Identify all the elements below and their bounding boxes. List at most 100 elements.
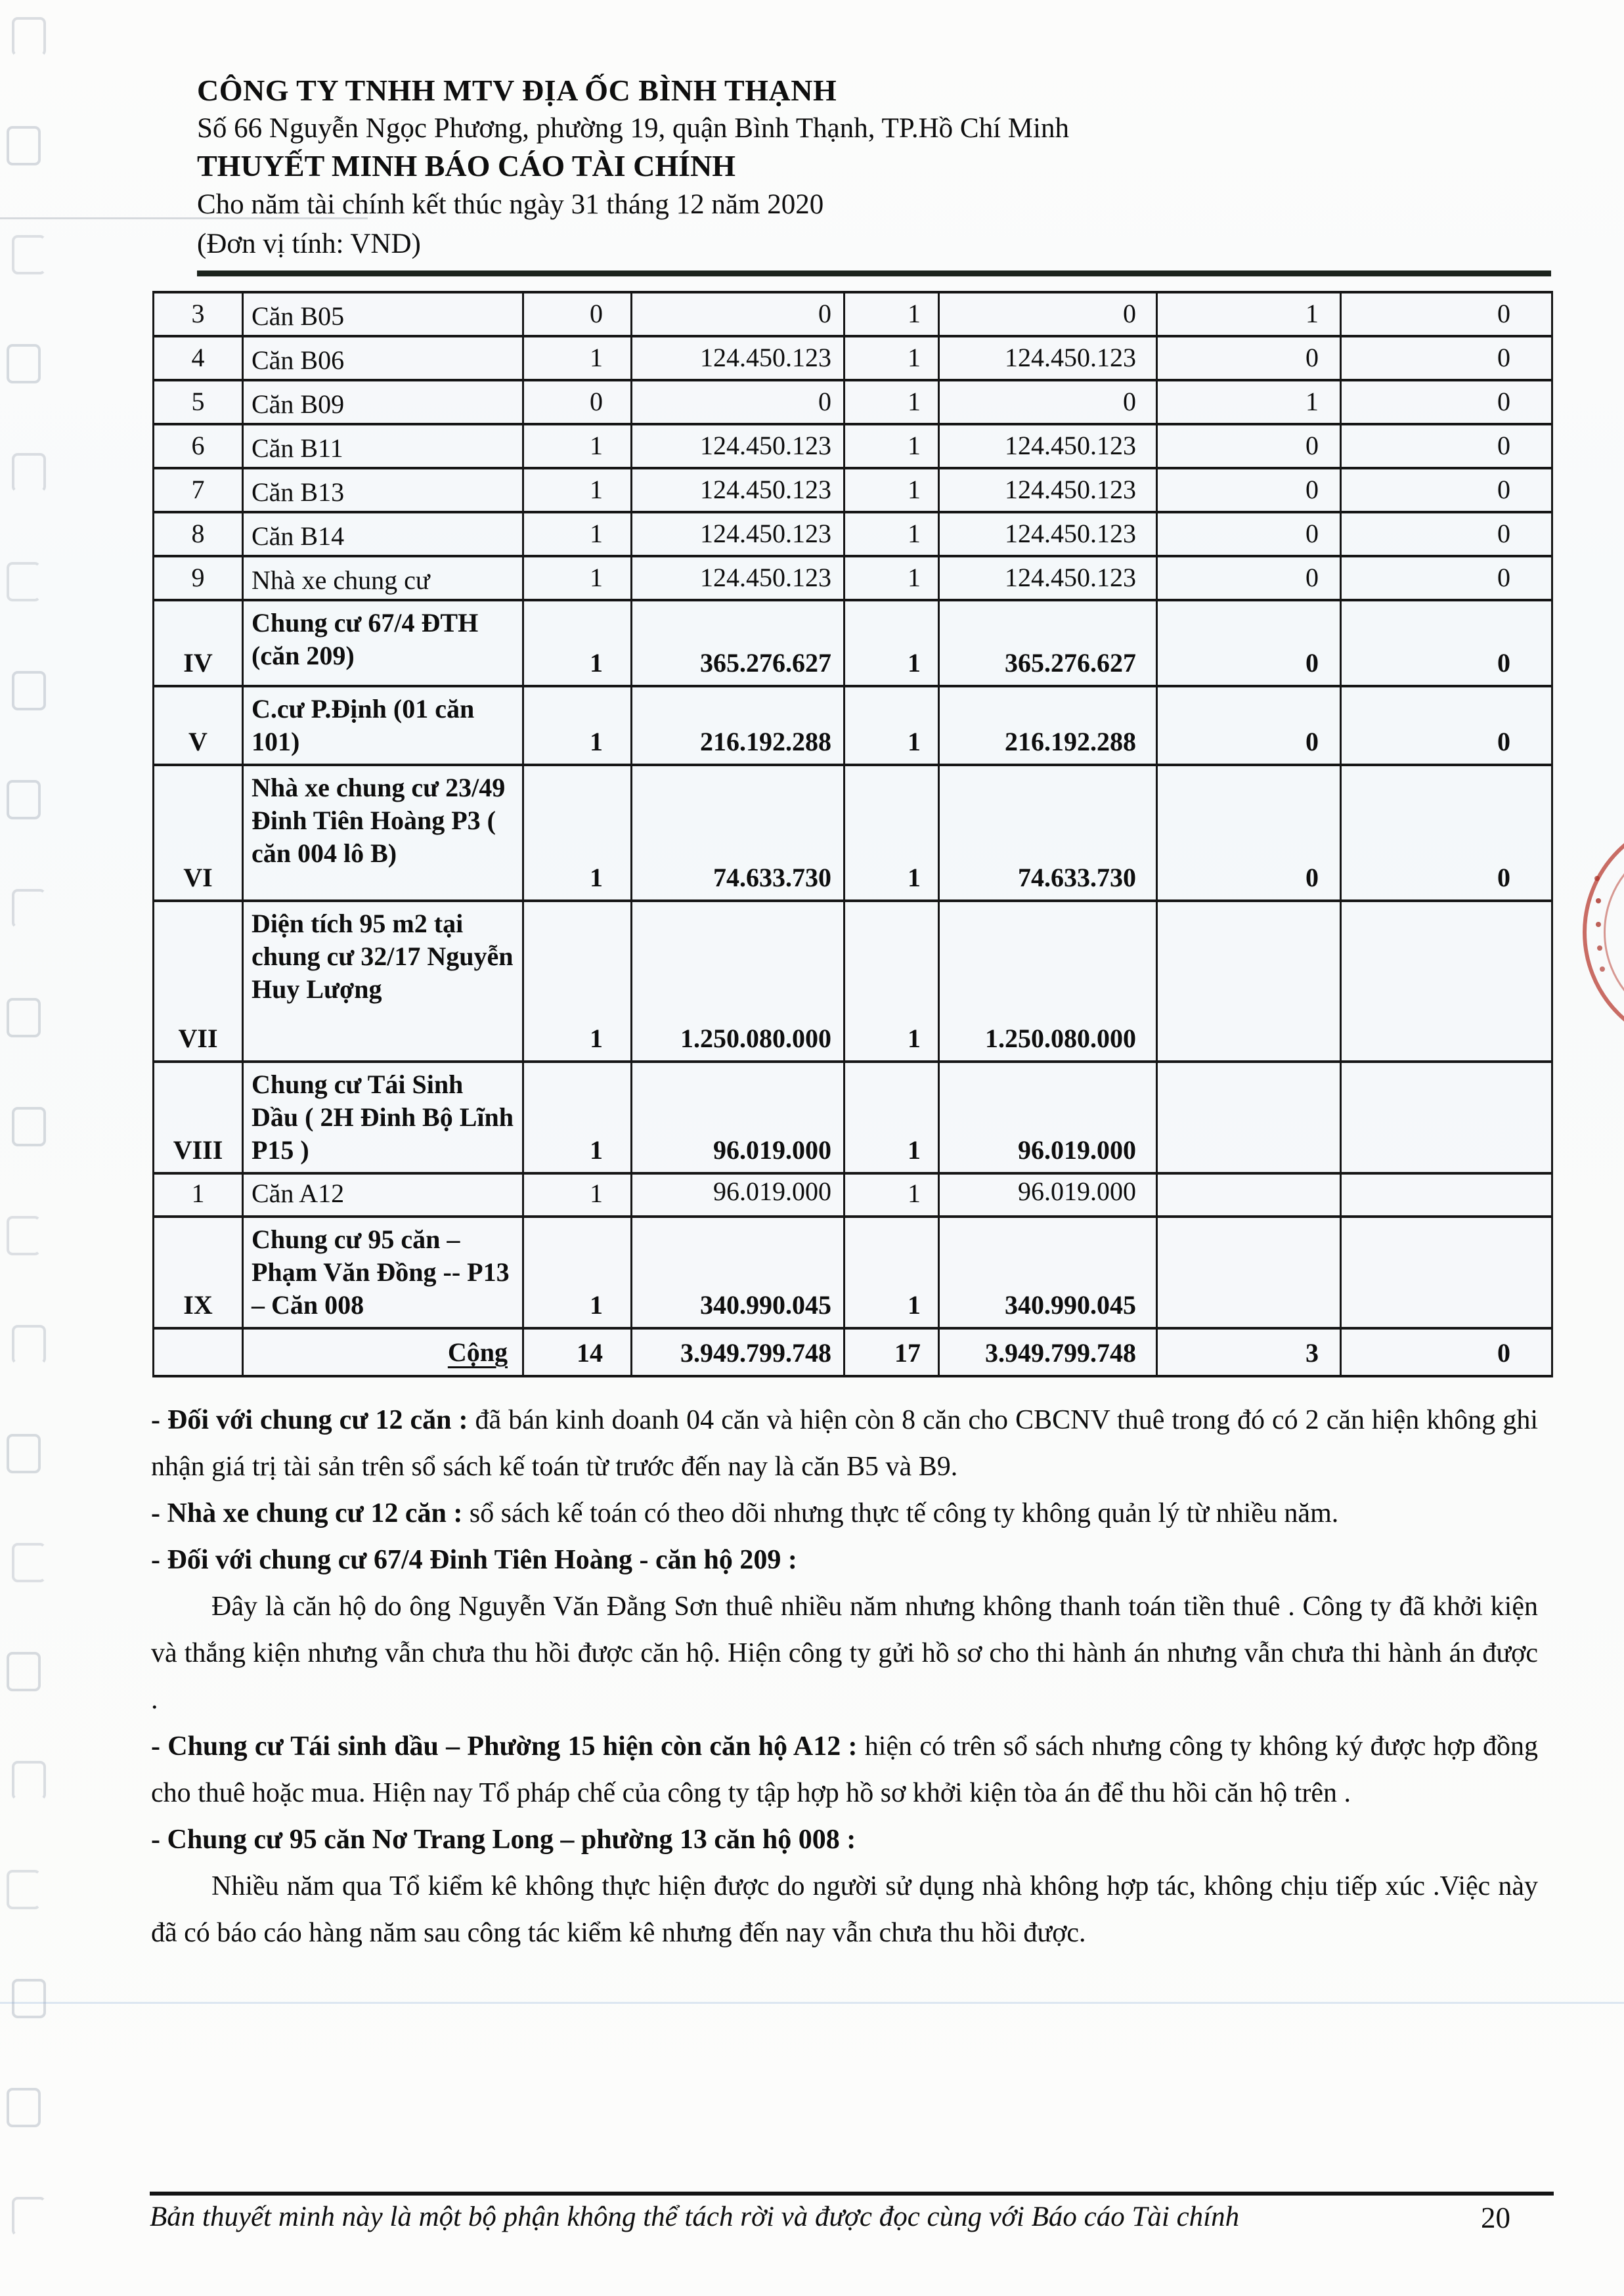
table-row: 3 Căn B05 0 0 1 0 1 0 [152, 291, 1553, 337]
report-title: THUYẾT MINH BÁO CÁO TÀI CHÍNH [197, 149, 736, 183]
binder-hole-mark [12, 453, 46, 492]
cell-qty-1: 1 [522, 335, 632, 381]
cell-qty-3: 0 [1156, 423, 1342, 469]
cell-name: Căn B09 [242, 379, 524, 425]
cell-qty-2: 17 [843, 1327, 940, 1377]
cell-amount-1: 0 [630, 379, 845, 425]
binder-hole-mark [7, 2088, 41, 2127]
note-paragraph: - Chung cư Tái sinh dầu – Phường 15 hiện… [151, 1723, 1538, 1817]
binder-hole-mark [12, 889, 46, 928]
cell-stt: 6 [152, 423, 244, 469]
cell-name: Chung cư Tái Sinh Dầu ( 2H Đinh Bộ Lĩnh … [242, 1060, 524, 1175]
cell-amount-2: 340.990.045 [938, 1215, 1158, 1330]
cell-amount-3 [1340, 1215, 1553, 1330]
cell-amount-2: 96.019.000 [938, 1060, 1158, 1175]
table-row: 8 Căn B14 1 124.450.123 1 124.450.123 0 0 [152, 511, 1553, 557]
cell-amount-3: 0 [1340, 335, 1553, 381]
binder-hole-mark [7, 1870, 41, 1909]
binder-hole-mark [12, 671, 46, 710]
cell-qty-2: 1 [843, 899, 940, 1063]
cell-amount-1: 124.450.123 [630, 467, 845, 513]
currency-unit: (Đơn vị tính: VND) [197, 228, 421, 259]
cell-qty-1: 1 [522, 511, 632, 557]
document-header: CÔNG TY TNHH MTV ĐỊA ỐC BÌNH THẠNH Số 66… [197, 74, 1556, 261]
cell-qty-3 [1156, 1060, 1342, 1175]
cell-qty-2: 1 [843, 423, 940, 469]
cell-amount-2: 124.450.123 [938, 467, 1158, 513]
cell-qty-1: 0 [522, 379, 632, 425]
note-body-text: Nhiều năm qua Tổ kiểm kê không thực hiện… [151, 1871, 1538, 1948]
cell-stt [152, 1327, 244, 1377]
table-row: V C.cư P.Định (01 căn 101) 1 216.192.288 1 21… [152, 685, 1553, 766]
cell-stt: 7 [152, 467, 244, 513]
binder-hole-mark [7, 1216, 41, 1255]
cell-qty-1: 1 [522, 685, 632, 766]
cell-qty-1: 1 [522, 599, 632, 687]
notes: - Đối với chung cư 12 căn : đã bán kinh … [151, 1397, 1538, 1957]
cell-qty-3: 0 [1156, 555, 1342, 601]
cell-amount-3: 0 [1340, 555, 1553, 601]
cell-amount-3 [1340, 899, 1553, 1063]
cell-amount-2: 124.450.123 [938, 423, 1158, 469]
cell-amount-3: 0 [1340, 1327, 1553, 1377]
cell-amount-3: 0 [1340, 599, 1553, 687]
asset-table-grid: 3 Căn B05 0 0 1 0 1 0 4 Căn B06 1 124.450.123 1 124.4… [152, 291, 1553, 1377]
cell-amount-2: 0 [938, 379, 1158, 425]
cell-qty-3: 1 [1156, 379, 1342, 425]
cell-amount-1: 124.450.123 [630, 335, 845, 381]
cell-amount-2: 0 [938, 291, 1158, 337]
binder-hole-mark [12, 2197, 46, 2236]
table-row: 9 Nhà xe chung cư 1 124.450.123 1 124.450.123… [152, 555, 1553, 601]
cell-name: Cộng [242, 1327, 524, 1377]
cell-qty-3: 0 [1156, 335, 1342, 381]
cell-amount-3: 0 [1340, 379, 1553, 425]
footer-note: Bản thuyết minh này là một bộ phận không… [150, 2201, 1240, 2232]
binder-marks [0, 0, 53, 2296]
cell-amount-1: 124.450.123 [630, 423, 845, 469]
cell-qty-3: 3 [1156, 1327, 1342, 1377]
cell-amount-1: 0 [630, 291, 845, 337]
company-address: Số 66 Nguyễn Ngọc Phương, phường 19, quậ… [197, 113, 1069, 144]
cell-name: C.cư P.Định (01 căn 101) [242, 685, 524, 766]
asset-table: 3 Căn B05 0 0 1 0 1 0 4 Căn B06 1 124.450.123 1 124.4… [152, 291, 1553, 1377]
note-paragraph: - Chung cư 95 căn Nơ Trang Long – phường… [151, 1817, 1538, 1863]
cell-amount-1: 96.019.000 [630, 1172, 845, 1218]
binder-hole-mark [12, 1325, 46, 1364]
cell-qty-2: 1 [843, 1060, 940, 1175]
cell-stt: VI [152, 764, 244, 902]
cell-name: Nhà xe chung cư [242, 555, 524, 601]
cell-amount-1: 365.276.627 [630, 599, 845, 687]
cell-amount-3: 0 [1340, 511, 1553, 557]
binder-hole-mark [12, 1543, 46, 1582]
cell-amount-1: 1.250.080.000 [630, 899, 845, 1063]
cell-stt: VII [152, 899, 244, 1063]
red-seal-stamp-edge [1583, 815, 1624, 1049]
cell-qty-2: 1 [843, 291, 940, 337]
cell-amount-3: 0 [1340, 764, 1553, 902]
note-paragraph: - Đối với chung cư 67/4 Đinh Tiên Hoàng … [151, 1537, 1538, 1584]
cell-stt: 3 [152, 291, 244, 337]
cell-amount-2: 124.450.123 [938, 511, 1158, 557]
cell-qty-1: 1 [522, 1172, 632, 1218]
binder-hole-mark [12, 235, 46, 274]
cell-stt: 8 [152, 511, 244, 557]
cell-stt: 9 [152, 555, 244, 601]
cell-amount-1: 96.019.000 [630, 1060, 845, 1175]
binder-hole-mark [7, 126, 41, 165]
footer-divider [150, 2192, 1554, 2196]
cell-amount-2: 216.192.288 [938, 685, 1158, 766]
cell-qty-1: 1 [522, 1215, 632, 1330]
cell-name: Căn B14 [242, 511, 524, 557]
cell-amount-1: 124.450.123 [630, 555, 845, 601]
cell-name: Căn A12 [242, 1172, 524, 1218]
cell-qty-3: 1 [1156, 291, 1342, 337]
note-heading-text: - Chung cư 95 căn Nơ Trang Long – phường… [151, 1825, 856, 1855]
asset-table-body: 3 Căn B05 0 0 1 0 1 0 4 Căn B06 1 124.450.123 1 124.4… [152, 291, 1553, 1377]
cell-qty-1: 0 [522, 291, 632, 337]
table-row: 7 Căn B13 1 124.450.123 1 124.450.123 0 0 [152, 467, 1553, 513]
cell-qty-1: 1 [522, 899, 632, 1063]
table-row: IV Chung cư 67/4 ĐTH (căn 209) 1 365.276.62… [152, 599, 1553, 687]
binder-hole-mark [7, 562, 41, 601]
header-divider [197, 271, 1551, 276]
cell-stt: 4 [152, 335, 244, 381]
